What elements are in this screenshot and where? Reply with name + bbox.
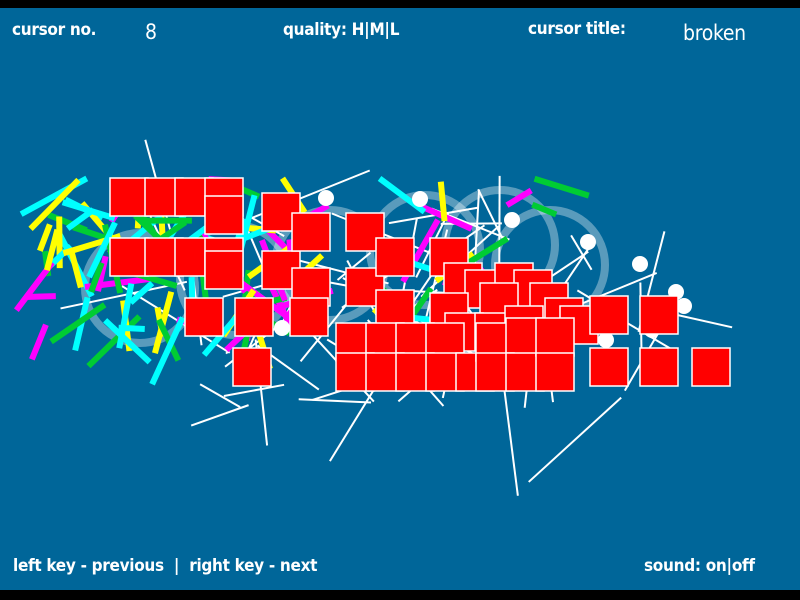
color-stroke (24, 293, 56, 300)
cursor-title-label: cursor title: (528, 19, 626, 39)
white-dot (580, 234, 596, 250)
white-dot (318, 190, 334, 206)
quality-high-option[interactable]: H (351, 20, 365, 40)
red-square (589, 295, 629, 335)
red-square (204, 250, 244, 290)
spark-line (388, 206, 478, 225)
quality-selector: quality: H|M|L (283, 20, 400, 40)
spark-line (190, 404, 249, 427)
color-stroke (86, 221, 118, 279)
white-dot (676, 298, 692, 314)
quality-label: quality: (283, 20, 347, 40)
color-stroke (128, 280, 155, 305)
red-square (109, 237, 149, 277)
white-dot (274, 320, 290, 336)
spark-line (223, 383, 285, 398)
sound-label: sound: (644, 556, 701, 576)
red-square (289, 297, 329, 337)
white-dot (412, 191, 428, 207)
sound-on-option[interactable]: on (705, 556, 727, 576)
cursor-title-value: broken (683, 21, 746, 45)
red-square (184, 297, 224, 337)
white-dot (632, 256, 648, 272)
red-square (535, 352, 575, 392)
red-square (375, 289, 415, 329)
spark-line (199, 383, 241, 409)
color-stroke (88, 261, 105, 293)
red-square (232, 347, 272, 387)
color-stroke (28, 177, 81, 231)
red-square (639, 347, 679, 387)
color-stroke (410, 286, 434, 317)
color-stroke (29, 323, 49, 361)
color-stroke (155, 318, 182, 362)
cursor-no-value: 8 (145, 20, 157, 44)
color-stroke (68, 251, 84, 289)
color-stroke (437, 181, 448, 222)
broken-cursor-trail (13, 139, 733, 496)
color-stroke (49, 302, 107, 345)
color-stroke (116, 283, 135, 349)
sound-toggle: sound: on|off (644, 556, 755, 576)
color-stroke (37, 223, 53, 252)
color-stroke (531, 201, 558, 218)
keyboard-hints: left key - previous | right key - next (13, 556, 317, 576)
color-stroke (466, 235, 509, 266)
spark-line (570, 234, 593, 271)
color-stroke (505, 187, 533, 208)
sound-off-option[interactable]: off (731, 556, 755, 576)
red-square (535, 317, 575, 357)
color-stroke (133, 213, 162, 241)
red-square (639, 295, 679, 335)
spark-line (477, 188, 504, 240)
white-dot (598, 332, 614, 348)
color-stroke (65, 207, 96, 231)
cursor-no-label: cursor no. (12, 20, 97, 40)
red-square (589, 347, 629, 387)
previous-hint: left key - previous (13, 556, 164, 576)
white-dot (504, 212, 520, 228)
spark-line (298, 398, 372, 404)
red-square (691, 347, 731, 387)
quality-medium-option[interactable]: M (369, 20, 385, 40)
color-stroke (103, 318, 152, 365)
color-stroke (44, 228, 61, 272)
red-square (204, 195, 244, 235)
spark-line (60, 280, 188, 310)
color-stroke (149, 316, 186, 386)
spark-line (528, 396, 622, 483)
color-stroke (533, 175, 590, 199)
spark-line (336, 251, 372, 281)
quality-low-option[interactable]: L (389, 20, 400, 40)
red-square (234, 297, 274, 337)
red-square (375, 237, 415, 277)
cursor-demo-stage[interactable]: cursor no. 8 quality: H|M|L cursor title… (0, 8, 800, 590)
next-hint: right key - next (189, 556, 318, 576)
red-square (291, 212, 331, 252)
spark-line (502, 381, 519, 496)
red-square (109, 177, 149, 217)
color-stroke (13, 260, 55, 312)
hint-separator: | (173, 556, 180, 576)
color-stroke (86, 314, 142, 369)
